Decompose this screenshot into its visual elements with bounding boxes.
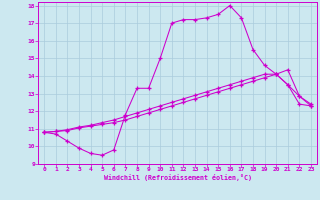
X-axis label: Windchill (Refroidissement éolien,°C): Windchill (Refroidissement éolien,°C) bbox=[104, 174, 252, 181]
